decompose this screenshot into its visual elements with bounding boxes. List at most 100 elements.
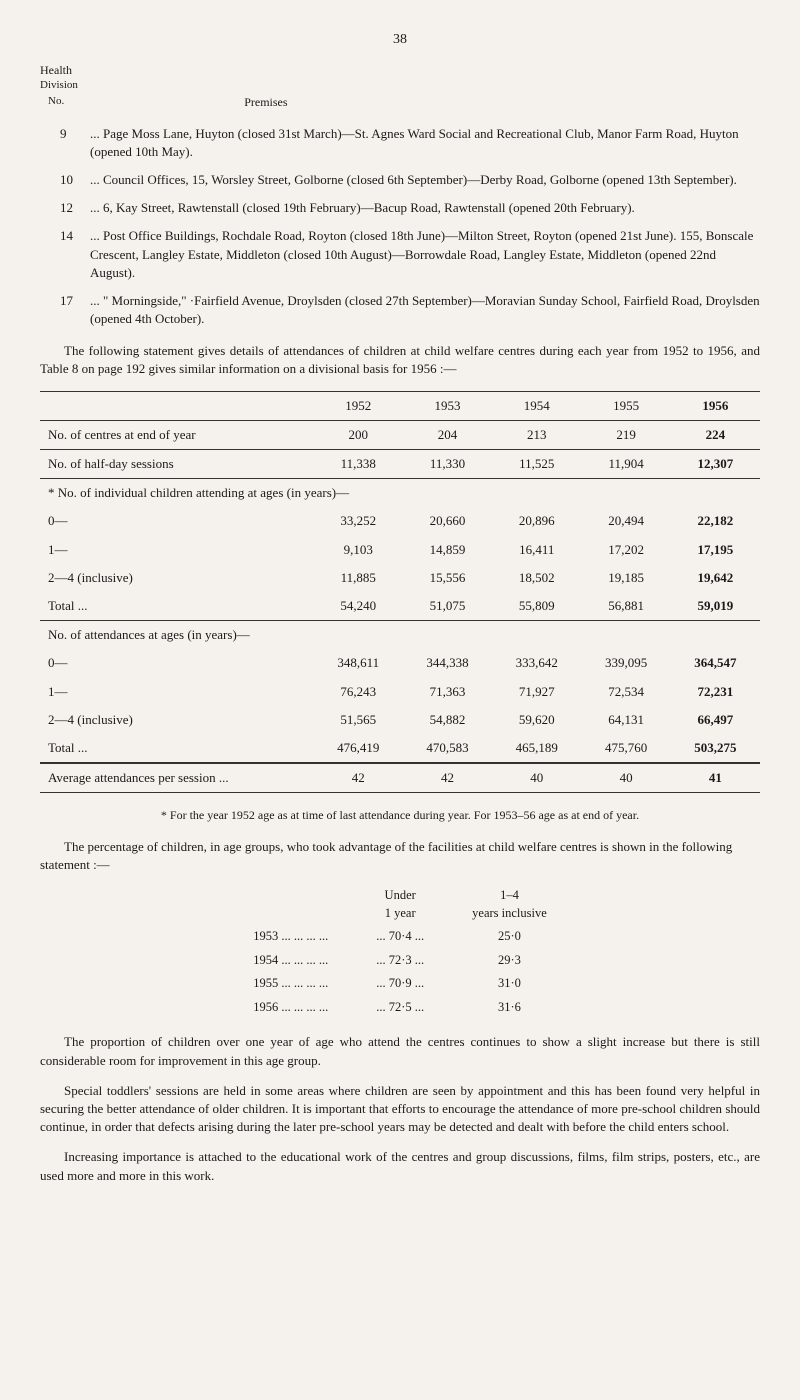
- percentage-paragraph: The percentage of children, in age group…: [40, 838, 760, 874]
- table-cell: 0—: [40, 507, 314, 535]
- table-cell: Total ...: [40, 592, 314, 620]
- table-row: 1953 ... ... ... ...... 70·4 ...25·0: [229, 925, 571, 949]
- attendance-table: 19521953195419551956No. of centres at en…: [40, 391, 760, 794]
- table-cell: 1—: [40, 536, 314, 564]
- table-cell: 475,760: [581, 734, 670, 762]
- table-row: 1955 ... ... ... ...... 70·9 ...31·0: [229, 972, 571, 996]
- table-cell: 29·3: [448, 949, 571, 973]
- table-cell: 59,019: [671, 592, 760, 620]
- table-cell: 16,411: [492, 536, 581, 564]
- premises-number: 17: [60, 292, 90, 328]
- table-cell: 344,338: [403, 649, 492, 677]
- table-cell: 470,583: [403, 734, 492, 762]
- table-cell: 20,660: [403, 507, 492, 535]
- table-cell: 1954 ... ... ... ...: [229, 949, 352, 973]
- table-row: No. of centres at end of year20020421321…: [40, 421, 760, 449]
- table-cell: 72,231: [671, 678, 760, 706]
- table-row: Total ...54,24051,07555,80956,88159,019: [40, 592, 760, 620]
- table-cell: 22,182: [671, 507, 760, 535]
- table-cell: 219: [581, 421, 670, 449]
- table-row: Total ...476,419470,583465,189475,760503…: [40, 734, 760, 762]
- table-cell: 42: [314, 764, 403, 792]
- table-cell: 200: [314, 421, 403, 449]
- section-header: No. of attendances at ages (in years)—: [40, 621, 760, 649]
- premises-number: 9: [60, 125, 90, 161]
- table-cell: 339,095: [581, 649, 670, 677]
- table-cell: 1—: [40, 678, 314, 706]
- table-cell: 19,642: [671, 564, 760, 592]
- table-cell: 19,185: [581, 564, 670, 592]
- premises-header: Health Division No. Premises: [40, 62, 760, 111]
- table-cell: 0—: [40, 649, 314, 677]
- table-cell: 1954: [492, 392, 581, 420]
- table-cell: 20,494: [581, 507, 670, 535]
- table-cell: 15,556: [403, 564, 492, 592]
- table-cell: 40: [581, 764, 670, 792]
- table-cell: ... 72·5 ...: [352, 996, 448, 1020]
- table-cell: 55,809: [492, 592, 581, 620]
- table-cell: 54,240: [314, 592, 403, 620]
- table-cell: ... 70·4 ...: [352, 925, 448, 949]
- premises-item: 14... Post Office Buildings, Rochdale Ro…: [60, 227, 760, 282]
- table-cell: 503,275: [671, 734, 760, 762]
- intro-paragraph: The following statement gives details of…: [40, 342, 760, 378]
- table-cell: 51,565: [314, 706, 403, 734]
- table-cell: 11,525: [492, 450, 581, 478]
- table-cell: 348,611: [314, 649, 403, 677]
- table-cell: 465,189: [492, 734, 581, 762]
- table-row: 0—33,25220,66020,89620,49422,182: [40, 507, 760, 535]
- table-cell: 76,243: [314, 678, 403, 706]
- premises-text: ... 6, Kay Street, Rawtenstall (closed 1…: [90, 199, 760, 217]
- table-cell: 204: [403, 421, 492, 449]
- table-cell: 1956 ... ... ... ...: [229, 996, 352, 1020]
- premises-number: 10: [60, 171, 90, 189]
- table-cell: 11,338: [314, 450, 403, 478]
- table-cell: 41: [671, 764, 760, 792]
- premises-item: 17... " Morningside," ·Fairfield Avenue,…: [60, 292, 760, 328]
- table-cell: 42: [403, 764, 492, 792]
- premises-item: 9... Page Moss Lane, Huyton (closed 31st…: [60, 125, 760, 161]
- table-cell: No. of half-day sessions: [40, 450, 314, 478]
- premises-item: 12... 6, Kay Street, Rawtenstall (closed…: [60, 199, 760, 217]
- table-cell: 333,642: [492, 649, 581, 677]
- table-row: 19521953195419551956: [40, 392, 760, 420]
- table-cell: 33,252: [314, 507, 403, 535]
- table-cell: 56,881: [581, 592, 670, 620]
- table-row: 2—4 (inclusive)11,88515,55618,50219,1851…: [40, 564, 760, 592]
- closing-paragraph: The proportion of children over one year…: [40, 1033, 760, 1069]
- no-label: No.: [48, 94, 64, 111]
- closing-paragraph: Special toddlers' sessions are held in s…: [40, 1082, 760, 1137]
- table-cell: 1956: [671, 392, 760, 420]
- table-cell: 14,859: [403, 536, 492, 564]
- table-cell: 12,307: [671, 450, 760, 478]
- table-row: 1954 ... ... ... ...... 72·3 ...29·3: [229, 949, 571, 973]
- table-cell: ... 72·3 ...: [352, 949, 448, 973]
- premises-text: ... " Morningside," ·Fairfield Avenue, D…: [90, 292, 760, 328]
- table-cell: 64,131: [581, 706, 670, 734]
- table-cell: 11,885: [314, 564, 403, 592]
- premises-label: Premises: [244, 94, 287, 111]
- table-cell: 1952: [314, 392, 403, 420]
- premises-list: 9... Page Moss Lane, Huyton (closed 31st…: [60, 125, 760, 329]
- table-cell: 71,363: [403, 678, 492, 706]
- table-cell: 66,497: [671, 706, 760, 734]
- closing-paragraph: Increasing importance is attached to the…: [40, 1148, 760, 1184]
- table-row: No. of half-day sessions11,33811,33011,5…: [40, 450, 760, 478]
- table-cell: 72,534: [581, 678, 670, 706]
- table-cell: 17,195: [671, 536, 760, 564]
- premises-item: 10... Council Offices, 15, Worsley Stree…: [60, 171, 760, 189]
- table-cell: 20,896: [492, 507, 581, 535]
- table-cell: 1953: [403, 392, 492, 420]
- section-header: * No. of individual children attending a…: [40, 479, 760, 507]
- table-header: [229, 884, 352, 925]
- table-cell: 17,202: [581, 536, 670, 564]
- table-cell: Total ...: [40, 734, 314, 762]
- table-row: Average attendances per session ...42424…: [40, 764, 760, 792]
- closing-paragraphs: The proportion of children over one year…: [40, 1033, 760, 1184]
- table-header: 1–4years inclusive: [448, 884, 571, 925]
- table-cell: 51,075: [403, 592, 492, 620]
- table-cell: 1953 ... ... ... ...: [229, 925, 352, 949]
- table-cell: ... 70·9 ...: [352, 972, 448, 996]
- table-cell: 11,904: [581, 450, 670, 478]
- table-cell: 40: [492, 764, 581, 792]
